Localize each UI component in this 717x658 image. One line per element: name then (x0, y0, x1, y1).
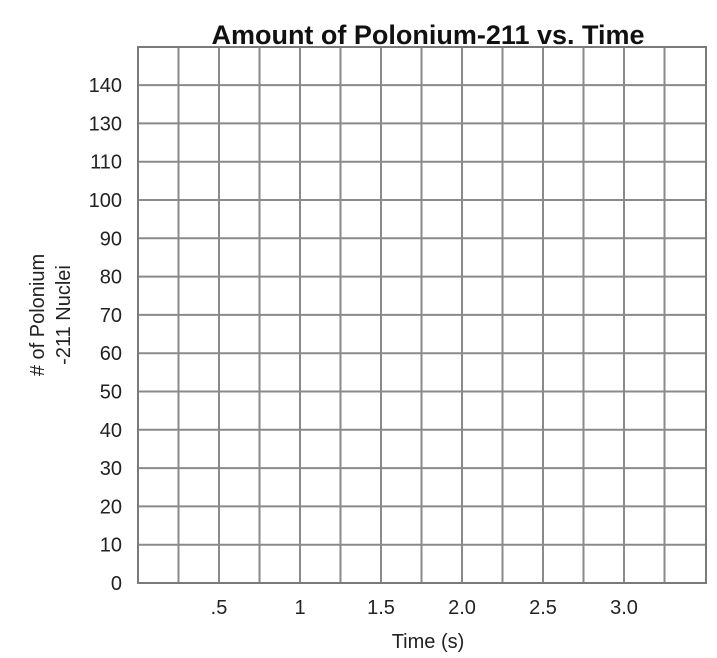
chart-title: Amount of Polonium-211 vs. Time (211, 20, 644, 50)
x-tick-label: .5 (211, 597, 228, 619)
y-tick-label: 70 (100, 305, 122, 327)
y-tick-labels: 0 10 20 30 40 50 60 70 80 90 100 110 130 140 (89, 75, 122, 595)
y-tick-label: 100 (89, 190, 122, 212)
y-axis-label: # of Polonium -211 Nuclei (27, 254, 75, 376)
plot-border (137, 46, 707, 584)
x-tick-label: 3.0 (610, 597, 638, 619)
y-tick-label: 80 (100, 267, 122, 289)
y-axis-label-line-1: # of Polonium (27, 254, 49, 376)
x-axis-label: Time (s) (392, 631, 465, 653)
x-tick-label: 2.5 (529, 597, 557, 619)
y-tick-label: 20 (100, 496, 122, 518)
x-tick-label: 1 (294, 597, 305, 619)
y-tick-label: 30 (100, 458, 122, 480)
y-tick-label: 60 (100, 343, 122, 365)
y-tick-label: 130 (89, 113, 122, 135)
x-tick-label: 2.0 (448, 597, 476, 619)
y-tick-label: 50 (100, 382, 122, 404)
y-axis-label-line-2: -211 Nuclei (53, 265, 75, 365)
grid (138, 47, 706, 583)
x-tick-labels: .5 1 1.5 2.0 2.5 3.0 (211, 597, 638, 619)
y-tick-label: 140 (89, 75, 122, 97)
x-tick-label: 1.5 (367, 597, 395, 619)
y-tick-label: 110 (90, 152, 122, 174)
y-tick-label: 90 (100, 228, 122, 250)
y-tick-label: 10 (100, 535, 122, 557)
y-tick-label: 40 (100, 420, 122, 442)
y-tick-label: 0 (111, 573, 122, 595)
